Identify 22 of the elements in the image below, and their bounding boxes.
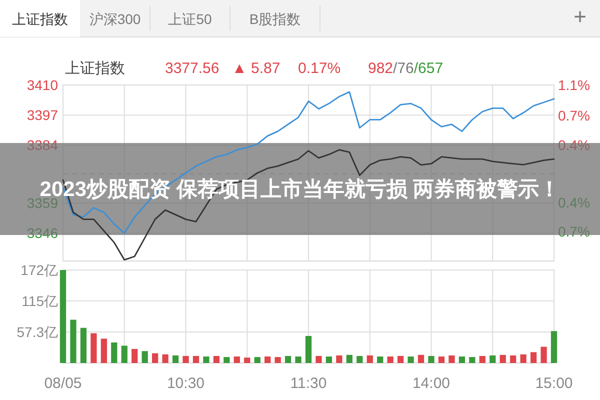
x-tick-label: 10:30 — [166, 375, 205, 392]
text: ▲ 5.87 — [232, 60, 280, 77]
text: 沪深300 — [89, 11, 141, 27]
y-tick-label: 3410 — [26, 77, 58, 93]
y-tick-label: 172亿 — [20, 262, 58, 278]
x-tick-label: 08/05 — [44, 375, 82, 392]
y-tick-label: 115亿 — [22, 292, 58, 309]
text: 上证指数 — [12, 11, 68, 27]
text: 982/76/657 — [368, 60, 444, 77]
x-tick-label: 15:00 — [535, 375, 573, 392]
text: 0.17% — [298, 60, 341, 77]
text: 3377.56 — [165, 60, 220, 77]
x-tick-label: 14:00 — [412, 375, 450, 392]
text: + — [574, 4, 586, 29]
x-tick-label: 11:30 — [290, 375, 327, 392]
text: 上证50 — [168, 11, 212, 27]
y2-tick-label: 1.1% — [558, 77, 590, 93]
y-tick-label: 3397 — [26, 107, 58, 124]
text: 上证指数 — [65, 60, 125, 77]
text: B股指数 — [249, 11, 301, 27]
y2-tick-label: 0.7% — [558, 107, 590, 124]
y-tick-label: 57.3亿 — [16, 324, 58, 340]
